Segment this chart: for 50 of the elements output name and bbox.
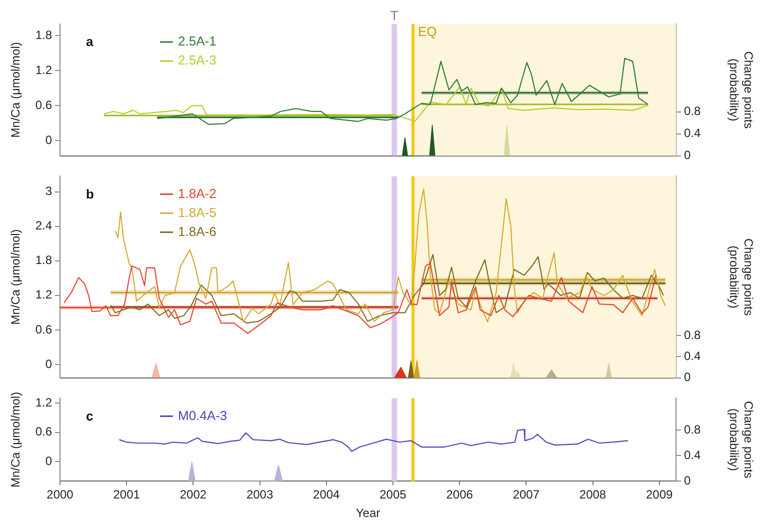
x-tick-label: 2009 [646, 488, 674, 502]
legend-label: 2.5A-3 [178, 52, 216, 68]
y-tick-label: 3 [45, 184, 52, 198]
x-tick-label: 2007 [512, 488, 540, 502]
y-tick-label: 2.4 [35, 218, 52, 233]
y2-tick-label: 0 [684, 474, 691, 488]
band-label: T [390, 8, 398, 24]
y-tick-label: 0 [45, 454, 52, 468]
x-tick-label: 2000 [46, 488, 74, 502]
y-tick-label: 1.2 [35, 288, 52, 302]
y-axis-title: Mn/Ca (μmol/mol) [8, 229, 23, 325]
y-tick-label: 1.2 [35, 395, 52, 410]
legend-label: 1.8A-2 [178, 186, 216, 201]
y2-tick-label: 0.8 [684, 328, 702, 342]
x-tick-label: 2001 [113, 488, 140, 502]
y-tick-label: 0 [45, 356, 52, 371]
text: b [86, 186, 94, 202]
y-tick-label: 0 [45, 132, 52, 147]
x-tick-label: 2008 [579, 488, 606, 502]
y-tick-label: 0.6 [35, 98, 52, 112]
legend-label: 2.5A-1 [178, 34, 216, 49]
y2-axis-title: Change points (probability) [727, 238, 756, 316]
y2-tick-label: 0.4 [684, 349, 702, 364]
x-tick-label: 2005 [380, 488, 407, 502]
y2-tick-label: 0.8 [684, 422, 702, 436]
y-axis-title: Mn/Ca (μmol/mol) [8, 42, 23, 138]
ref-line-label: EQ [418, 24, 437, 40]
y-tick-label: 1.2 [35, 62, 52, 77]
y2-tick-label: 0.4 [684, 126, 702, 140]
y2-axis-title: Change points (probability) [727, 401, 756, 478]
y2-tick-label: 0 [684, 370, 691, 384]
legend-label: 1.8A-6 [178, 224, 216, 239]
x-tick-label: 2002 [180, 488, 207, 502]
y2-tick-label: 0.8 [684, 104, 702, 118]
text: c [86, 408, 94, 424]
y2-tick-label: 0 [684, 148, 691, 162]
y-tick-label: 0.6 [35, 424, 52, 439]
y-axis-title: Mn/Ca (μmol/mol) [8, 392, 23, 488]
y-tick-label: 1.8 [35, 253, 52, 268]
legend-label: 1.8A-5 [178, 204, 216, 220]
x-tick-label: 2003 [246, 488, 274, 502]
legend-label: M0.4A-3 [178, 408, 228, 423]
y-tick-label: 1.8 [35, 28, 52, 42]
x-tick-label: 2004 [313, 488, 340, 502]
y-tick-label: 0.6 [35, 322, 52, 336]
x-tick-label: 2006 [446, 488, 474, 502]
y2-tick-label: 0.4 [684, 448, 702, 462]
text: a [86, 34, 94, 50]
x-axis-title: Year [356, 506, 380, 520]
y2-axis-title: Change points (probability) [727, 51, 756, 129]
